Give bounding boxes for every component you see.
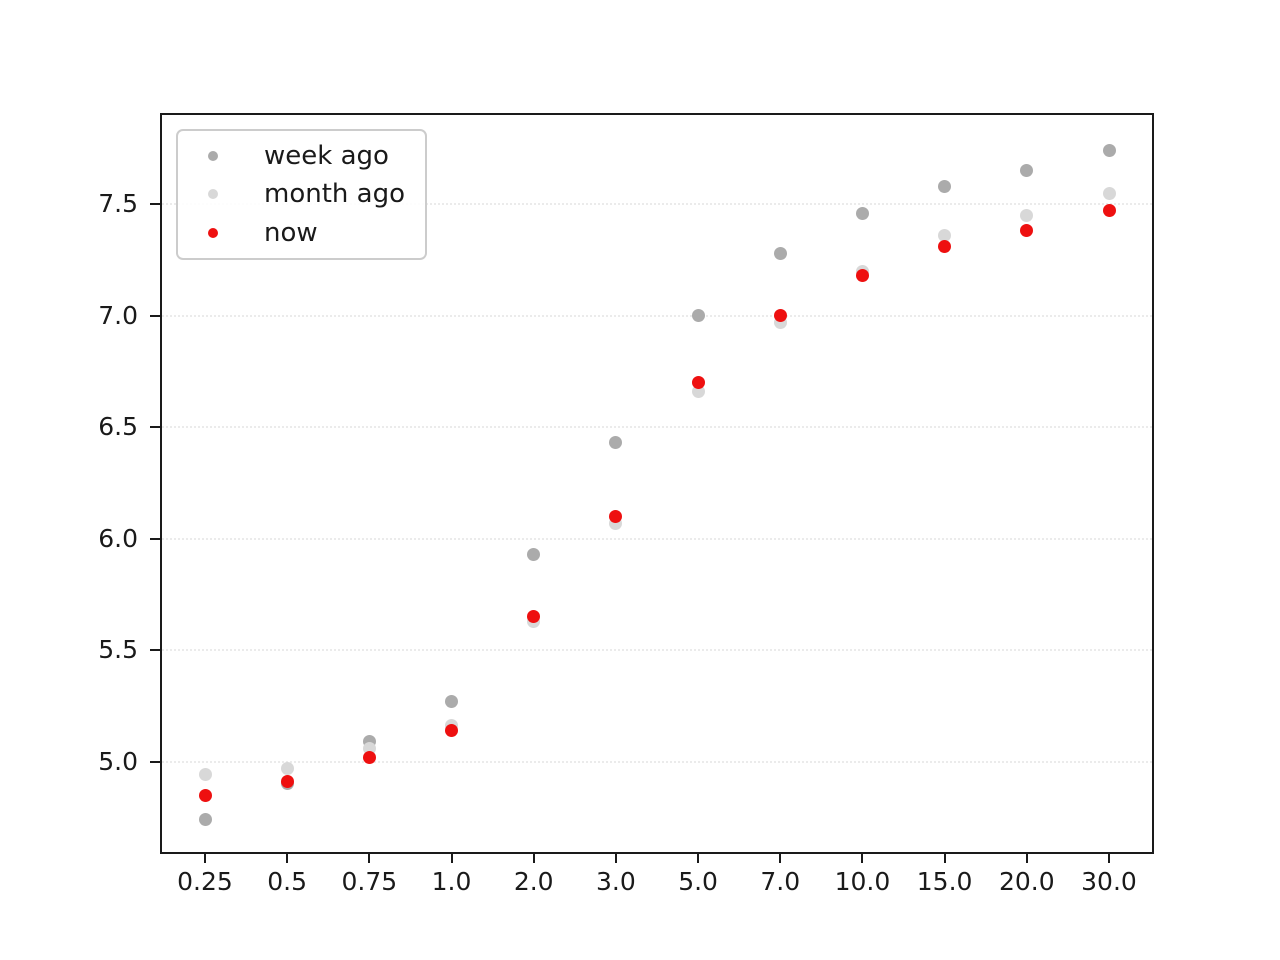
point-week-ago <box>855 206 869 220</box>
x-tick-label: 1.0 <box>431 867 472 896</box>
point-now <box>938 240 952 254</box>
point-now <box>773 309 787 323</box>
x-tick-mark <box>614 853 617 863</box>
point-week-ago <box>609 436 623 450</box>
x-tick-label: 7.0 <box>760 867 801 896</box>
y-tick-label: 5.0 <box>98 746 138 776</box>
y-tick-mark <box>150 426 160 429</box>
point-week-ago <box>1020 164 1034 178</box>
point-now <box>1020 224 1034 238</box>
legend-marker-now-icon <box>208 227 218 238</box>
point-month-ago <box>280 761 294 775</box>
point-now <box>855 269 869 283</box>
point-week-ago <box>445 694 459 708</box>
legend-item-week-ago: week ago <box>208 141 425 171</box>
x-tick-mark <box>861 853 864 863</box>
x-tick-label: 15.0 <box>916 867 973 896</box>
gridline-y-7.0 <box>162 314 1152 317</box>
y-tick-mark <box>150 760 160 763</box>
y-tick-mark <box>150 314 160 317</box>
y-tick-mark <box>150 537 160 540</box>
y-tick-mark <box>150 649 160 652</box>
x-tick-mark <box>532 853 535 863</box>
y-tick-label: 5.5 <box>98 635 138 665</box>
x-tick-mark <box>368 853 371 863</box>
point-month-ago <box>1020 208 1034 222</box>
x-tick-label: 30.0 <box>1081 867 1137 896</box>
x-tick-mark <box>286 853 289 863</box>
gridline-y-5.0 <box>162 760 1152 763</box>
point-now <box>362 750 376 764</box>
legend-marker-month-ago-icon <box>208 189 218 200</box>
point-week-ago <box>691 309 705 323</box>
gridline-y-5.5 <box>162 649 1152 652</box>
gridline-y-6.0 <box>162 537 1152 540</box>
x-tick-label: 5.0 <box>678 867 718 896</box>
x-tick-label: 0.25 <box>177 867 233 896</box>
point-now <box>280 775 294 789</box>
y-tick-label: 6.0 <box>98 523 138 553</box>
x-tick-mark <box>779 853 782 863</box>
y-tick-label: 7.0 <box>98 300 138 330</box>
legend-item-month-ago: month ago <box>208 179 425 209</box>
legend: week ago month ago now <box>176 129 427 260</box>
x-tick-mark <box>1025 853 1028 863</box>
x-tick-label: 2.0 <box>513 867 554 896</box>
point-week-ago <box>198 813 212 827</box>
point-now <box>691 376 705 390</box>
point-now <box>609 509 623 523</box>
gridline-y-7.5 <box>162 203 1152 206</box>
point-now <box>527 610 541 624</box>
point-week-ago <box>1102 144 1116 158</box>
legend-label-week-ago: week ago <box>264 141 389 172</box>
point-month-ago <box>1102 186 1116 200</box>
y-tick-label: 6.5 <box>98 412 138 442</box>
legend-item-now: now <box>208 218 425 248</box>
x-tick-mark <box>450 853 453 863</box>
point-week-ago <box>773 246 787 260</box>
point-month-ago <box>938 228 952 242</box>
x-tick-label: 0.5 <box>267 867 308 896</box>
gridline-y-6.5 <box>162 426 1152 429</box>
point-week-ago <box>938 179 952 193</box>
x-tick-label: 0.75 <box>341 867 398 896</box>
x-tick-mark <box>204 853 206 863</box>
x-tick-label: 10.0 <box>834 867 891 896</box>
legend-marker-week-ago-icon <box>208 151 218 162</box>
x-tick-mark <box>943 853 946 863</box>
x-tick-mark <box>1108 853 1110 863</box>
x-tick-label: 20.0 <box>998 867 1055 896</box>
point-now <box>1102 204 1116 218</box>
x-tick-mark <box>697 853 700 863</box>
point-now <box>445 723 459 737</box>
legend-label-month-ago: month ago <box>264 179 405 210</box>
point-month-ago <box>198 768 212 782</box>
plot-area <box>160 113 1154 854</box>
legend-label-now: now <box>264 217 318 248</box>
x-tick-label: 3.0 <box>596 867 636 896</box>
point-week-ago <box>527 547 541 561</box>
point-now <box>198 788 212 802</box>
y-tick-mark <box>150 203 160 206</box>
y-tick-label: 7.5 <box>98 189 138 219</box>
